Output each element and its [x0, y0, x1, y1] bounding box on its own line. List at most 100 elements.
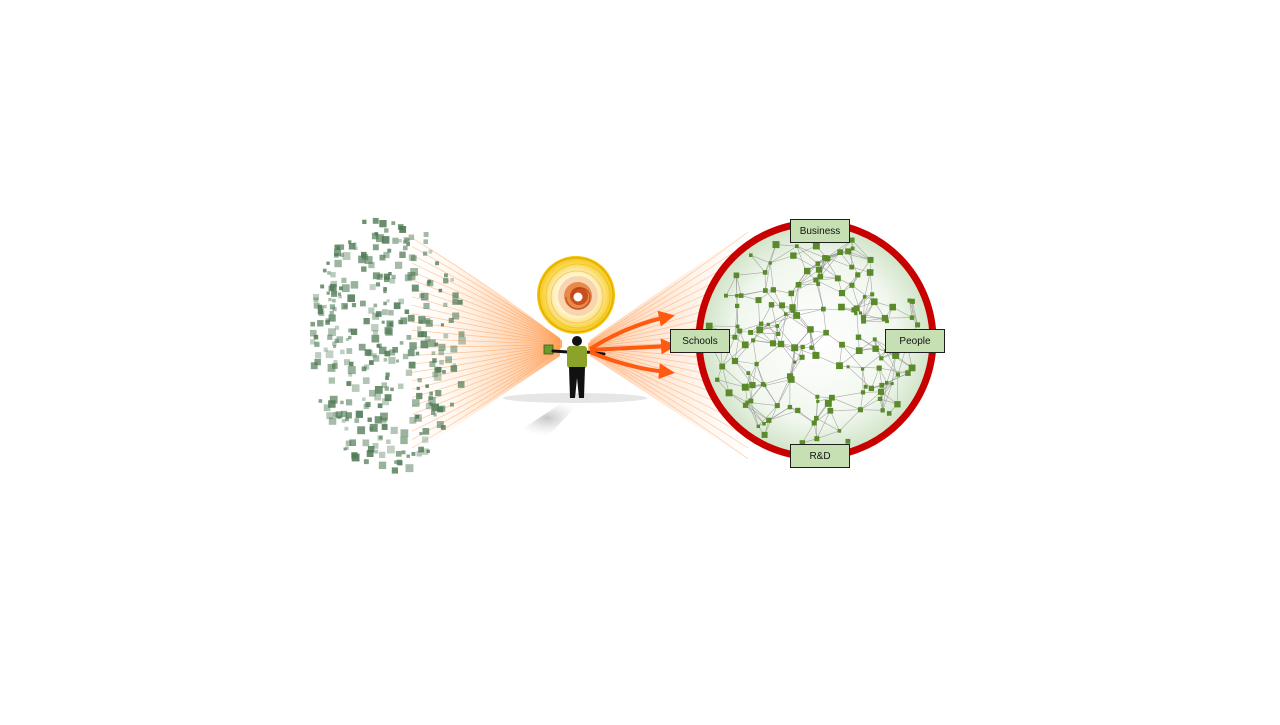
network-node [804, 270, 808, 274]
particle-square [320, 285, 324, 289]
network-node [795, 244, 799, 248]
network-node [894, 401, 900, 407]
particle-square [452, 299, 458, 305]
particle-square [372, 233, 379, 240]
particle-square [451, 365, 458, 372]
particle-square [391, 427, 398, 434]
particle-square [387, 321, 394, 328]
particle-square [408, 315, 415, 322]
particle-square [406, 370, 412, 376]
particle-square [340, 401, 344, 405]
particle-square [390, 388, 394, 392]
particle-square [387, 299, 390, 302]
particle-square [369, 360, 374, 365]
particle-square [400, 317, 407, 324]
network-node [790, 252, 796, 258]
particle-square [376, 282, 380, 286]
particle-square [371, 324, 378, 331]
network-node [734, 273, 740, 279]
network-node [838, 429, 842, 433]
network-node [828, 408, 834, 414]
network-node [735, 294, 739, 298]
particle-square [429, 250, 433, 254]
network-node [800, 355, 805, 360]
network-node [823, 330, 829, 336]
particle-square [434, 373, 442, 381]
network-node [847, 365, 850, 368]
rd-label: R&D [790, 444, 850, 468]
particle-square [435, 261, 439, 265]
particle-square [406, 242, 410, 246]
network-node [861, 368, 864, 371]
particle-square [450, 346, 457, 353]
network-node [909, 365, 916, 372]
particle-square [337, 336, 344, 343]
particle-square [383, 287, 387, 291]
particle-square [328, 400, 336, 408]
particle-square [439, 289, 443, 293]
network-node [868, 257, 874, 263]
network-node [814, 416, 819, 421]
particle-square [432, 358, 437, 363]
particle-square [422, 437, 428, 443]
network-node [775, 324, 779, 328]
network-node [859, 311, 862, 314]
network-node [861, 315, 866, 320]
particle-square [429, 403, 432, 406]
particle-square [398, 384, 404, 390]
network-node [910, 315, 915, 320]
network-node [770, 340, 776, 346]
network-node [751, 338, 755, 342]
particle-square [425, 384, 429, 388]
particle-square [379, 220, 386, 227]
network-node [889, 304, 896, 311]
particle-square [385, 328, 392, 335]
particle-square [443, 278, 448, 283]
particle-square [345, 417, 349, 421]
network-node [732, 358, 738, 364]
particle-square [328, 364, 336, 372]
particle-square [403, 246, 408, 251]
particle-square [397, 460, 403, 466]
particle-square [418, 331, 424, 337]
particle-square [398, 224, 404, 230]
particle-square [368, 308, 374, 314]
network-node [869, 386, 874, 391]
particle-square [391, 221, 395, 225]
network-node [821, 307, 826, 312]
particle-square [386, 440, 391, 445]
network-node [808, 329, 812, 333]
particle-square [330, 304, 335, 309]
particle-square [423, 303, 429, 309]
network-node [769, 261, 772, 264]
particle-square [409, 417, 416, 424]
network-node [881, 408, 885, 412]
particle-square [412, 452, 416, 456]
particle-square [359, 344, 366, 351]
particle-square [388, 272, 392, 276]
particle-square [364, 459, 369, 464]
particle-square [392, 238, 398, 244]
particle-square [379, 274, 383, 278]
particle-square [352, 454, 360, 462]
network-node [816, 261, 821, 266]
particle-square [412, 285, 419, 292]
network-node [784, 312, 788, 316]
particle-square [390, 278, 395, 283]
network-node [816, 282, 820, 286]
particle-square [459, 331, 465, 337]
particle-square [427, 282, 431, 286]
network-node [761, 382, 765, 386]
particle-square [377, 344, 382, 349]
network-node [749, 253, 753, 257]
particle-square [340, 350, 345, 355]
particle-square [345, 427, 349, 431]
network-node [867, 269, 874, 276]
particle-square [387, 446, 395, 454]
particle-square [329, 286, 335, 292]
particle-square [402, 450, 406, 454]
network-node [839, 342, 845, 348]
particle-square [327, 271, 331, 275]
network-node [767, 323, 770, 326]
particle-square [396, 451, 402, 457]
